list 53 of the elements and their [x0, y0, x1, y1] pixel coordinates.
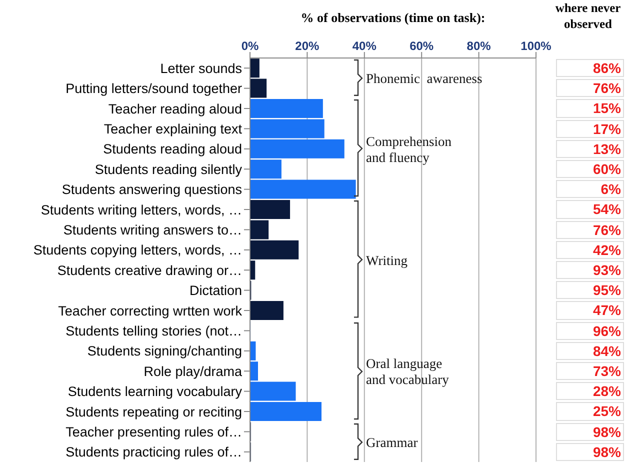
- data-label: 13%: [556, 140, 624, 158]
- y-tick-label: Teacher correcting wrtten work: [58, 303, 242, 318]
- data-label: 54%: [556, 200, 624, 219]
- x-tick-label: 100%: [520, 39, 552, 53]
- y-tick-label: Students creative drawing or…: [57, 262, 242, 278]
- y-tick-label: Students copying letters, words, …: [33, 242, 242, 258]
- y-tick-label: Teacher reading aloud: [108, 101, 242, 116]
- data-label: 84%: [556, 342, 624, 360]
- annotation: Phonemic awareness: [366, 71, 482, 88]
- y-tick-label: Students reading aloud: [103, 142, 242, 157]
- y-tick-label: Students writing answers to…: [63, 222, 242, 238]
- y-tick-label: Students signing/chanting: [87, 344, 242, 359]
- data-label: 96%: [556, 322, 624, 340]
- data-label: 73%: [556, 362, 624, 380]
- data-label: 15%: [556, 99, 624, 118]
- data-label: 76%: [556, 220, 624, 239]
- y-tick-label: Students practicing rules of…: [66, 444, 242, 460]
- x-tick-label: 80%: [466, 39, 492, 53]
- data-label: 42%: [556, 240, 624, 259]
- data-label: 6%: [556, 180, 624, 198]
- x-tick-label: 60%: [410, 39, 434, 53]
- data-label: 17%: [556, 120, 624, 138]
- y-tick-label: Letter sounds: [160, 60, 242, 76]
- data-label: 86%: [556, 59, 624, 78]
- annotation: Comprehension and fluency: [366, 134, 452, 166]
- y-tick-label: Teacher explaining text: [104, 121, 242, 136]
- y-tick-label: Students answering questions: [62, 182, 242, 198]
- data-label: 60%: [556, 160, 624, 178]
- y-tick-label: Students reading silently: [94, 162, 242, 177]
- data-label: 76%: [556, 79, 624, 98]
- annotation: Oral language and vocabulary: [366, 356, 449, 388]
- y-tick-label: Students repeating or reciting: [66, 404, 242, 420]
- annotation: Grammar: [366, 434, 418, 451]
- x-tick-label: 20%: [295, 39, 320, 53]
- data-label: 93%: [556, 261, 624, 280]
- y-tick-label: Students writing letters, words, …: [40, 202, 242, 218]
- x-tick-label: 40%: [352, 39, 377, 53]
- y-tick-label: Students learning vocabulary: [68, 384, 242, 400]
- y-tick-label: Role play/drama: [144, 364, 242, 379]
- data-label: 25%: [556, 402, 624, 421]
- annotation: Writing: [366, 253, 408, 269]
- data-label: 98%: [556, 442, 624, 461]
- data-label: 98%: [556, 422, 624, 441]
- data-label: 95%: [556, 281, 624, 300]
- y-tick-label: Students telling stories (not…: [66, 323, 242, 338]
- x-tick-label: 0%: [241, 39, 259, 53]
- data-label: 28%: [556, 382, 624, 400]
- y-tick-label: Teacher presenting rules of…: [66, 424, 242, 440]
- y-tick-label: Dictation: [189, 283, 242, 298]
- text: where never observed: [554, 0, 622, 32]
- y-tick-label: Putting letters/sound together: [66, 81, 242, 96]
- data-label: 47%: [556, 301, 624, 320]
- chart-title: % of observations (time on task):: [300, 10, 486, 26]
